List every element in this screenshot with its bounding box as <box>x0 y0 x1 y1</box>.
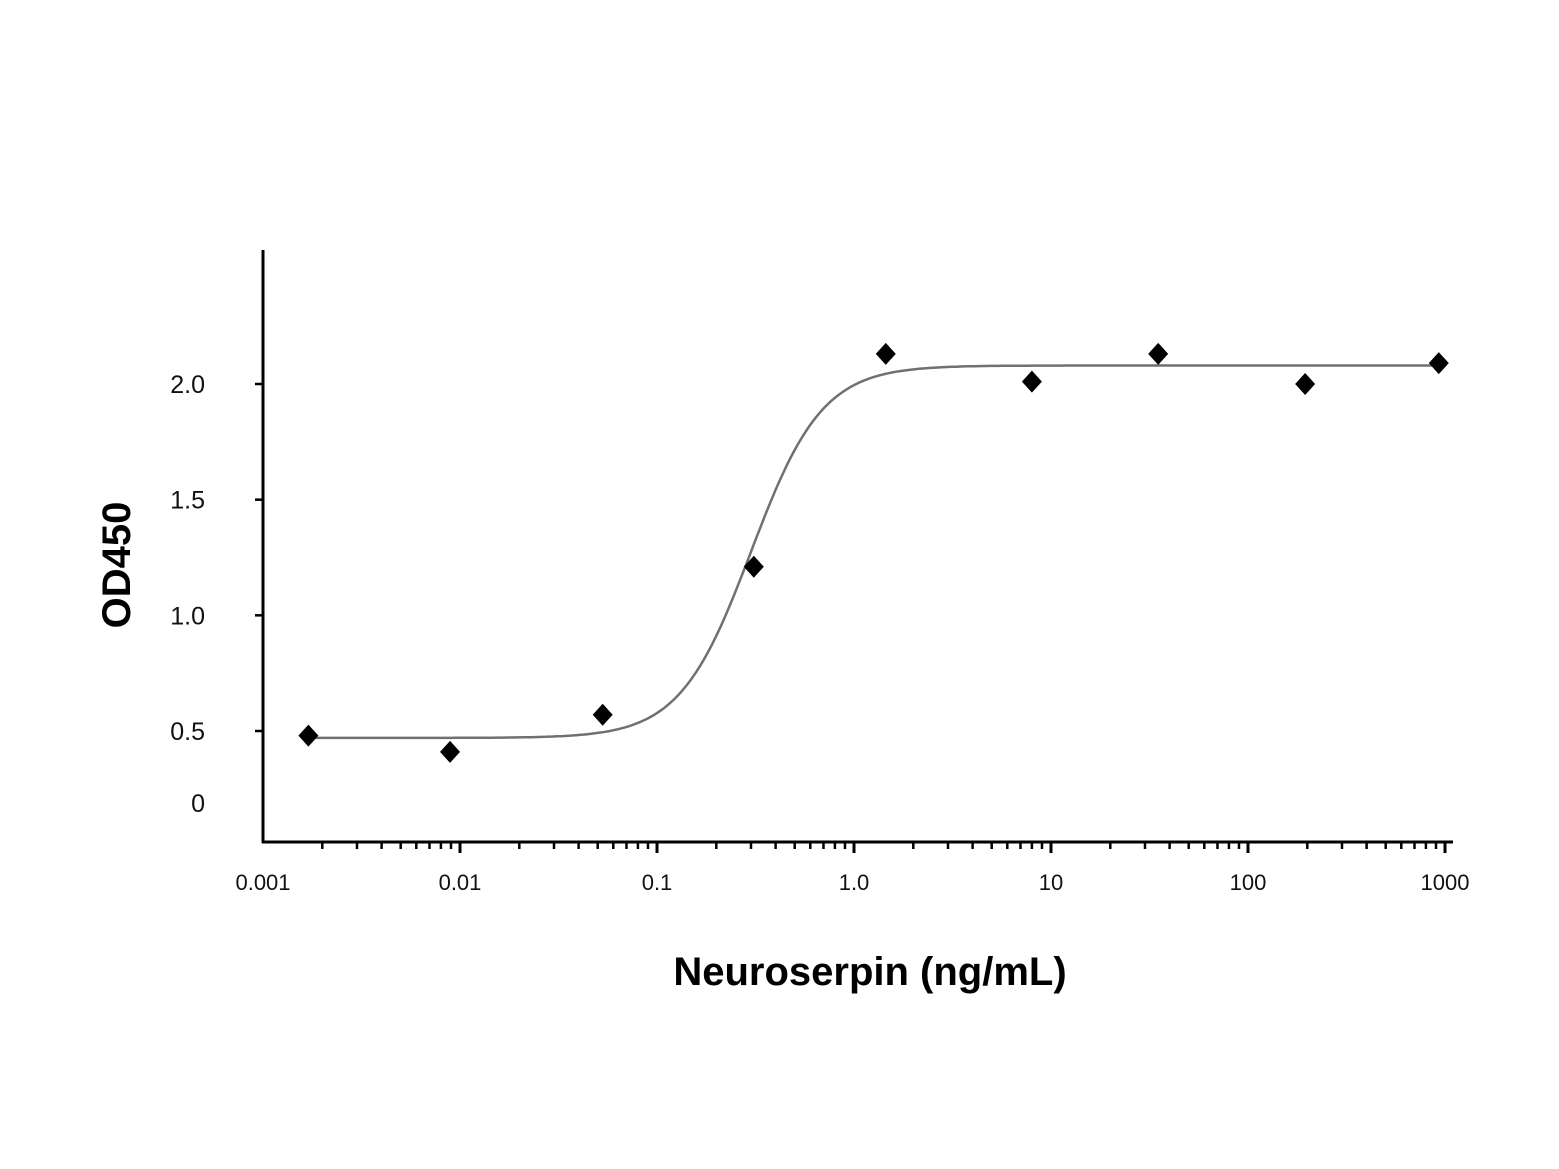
y-tick-label: 0 <box>191 790 205 818</box>
x-tick-label: 0.01 <box>439 870 482 895</box>
data-point-diamond <box>1148 342 1169 365</box>
y-tick-label: 1.0 <box>170 602 205 630</box>
data-point-diamond <box>440 740 461 763</box>
data-point-diamond <box>1428 352 1449 375</box>
data-point-diamond <box>298 724 319 747</box>
x-axis-title: Neuroserpin (ng/mL) <box>673 950 1066 994</box>
data-points <box>298 342 1449 763</box>
data-point-diamond <box>1021 370 1042 393</box>
y-tick-label: 2.0 <box>170 371 205 399</box>
x-tick-label: 0.1 <box>642 870 673 895</box>
x-ticks: 0.001 0.01 0.1 1.0 10 100 1000 <box>235 842 1469 895</box>
data-point-diamond <box>875 342 896 365</box>
y-ticks: 0 0.5 1.0 1.5 2.0 <box>170 371 263 818</box>
data-point-diamond <box>743 555 764 578</box>
x-tick-label: 1.0 <box>839 870 870 895</box>
fit-curve <box>308 364 1439 740</box>
data-point-diamond <box>1295 373 1316 395</box>
x-tick-label: 1000 <box>1421 870 1470 895</box>
x-tick-label: 10 <box>1039 870 1063 895</box>
y-tick-label: 1.5 <box>170 487 205 515</box>
data-point-diamond <box>592 703 613 726</box>
y-axis-title: OD450 <box>95 502 139 629</box>
axes <box>261 250 1453 844</box>
x-tick-label: 100 <box>1230 870 1267 895</box>
x-tick-label: 0.001 <box>235 870 290 895</box>
y-tick-label: 0.5 <box>170 718 205 746</box>
